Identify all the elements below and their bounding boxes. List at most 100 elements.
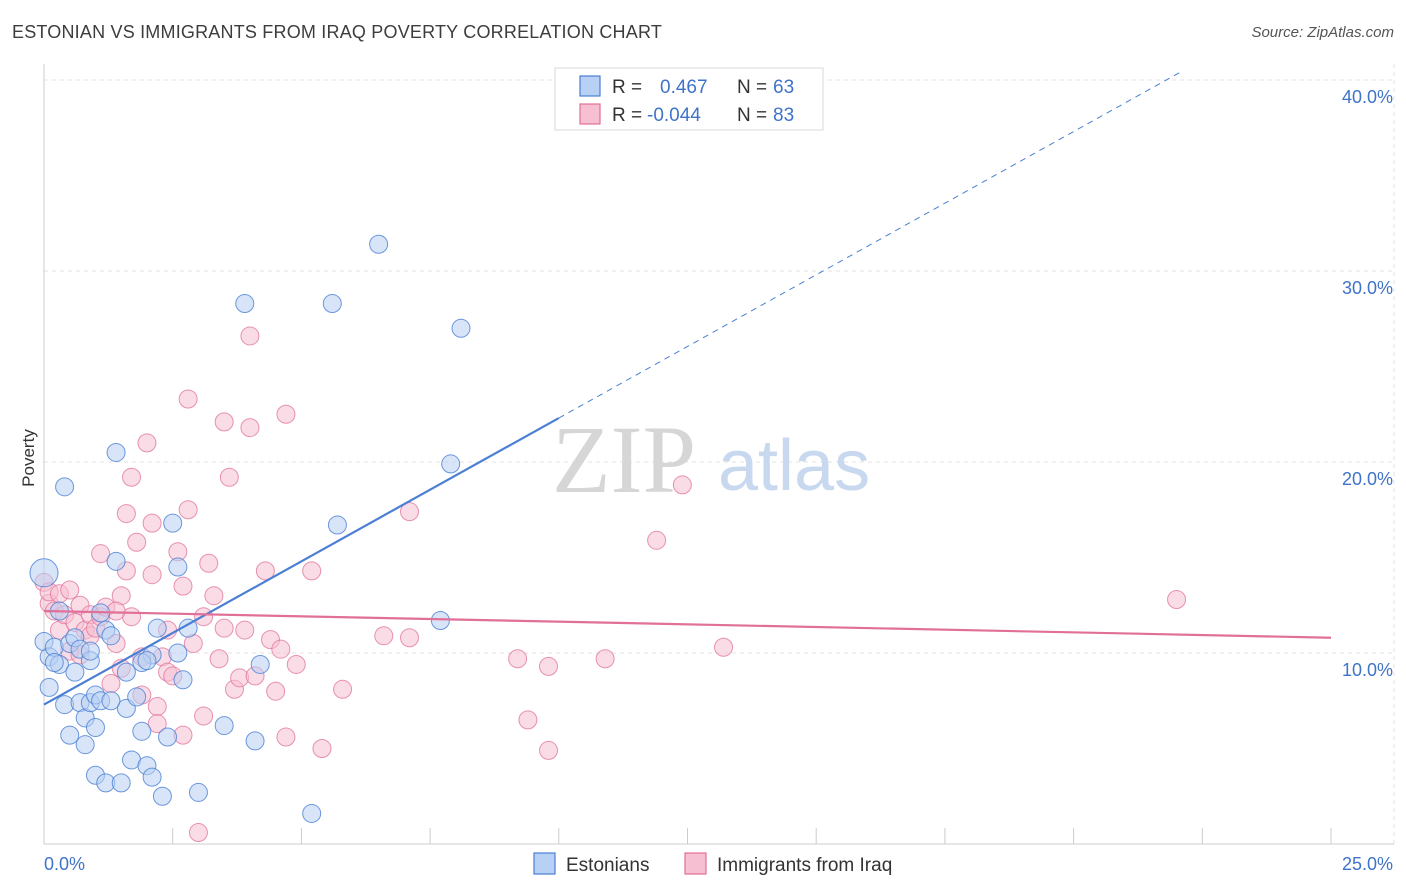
y-tick-label-3: 40.0%: [1342, 87, 1393, 107]
point-estonians-58: [44, 653, 64, 673]
point-estonians-43: [173, 670, 193, 690]
point-iraq-75: [595, 649, 615, 669]
point-estonians-39: [158, 727, 178, 747]
series-estonians: [29, 234, 471, 823]
point-iraq-65: [302, 561, 322, 581]
point-estonians-37: [147, 618, 167, 638]
point-estonians-35: [142, 767, 162, 787]
y-tick-label-0: 10.0%: [1342, 660, 1393, 680]
x-tick-label-0: 0.0%: [44, 854, 85, 874]
point-iraq-62: [276, 727, 296, 747]
point-iraq-31: [142, 565, 162, 585]
point-iraq-61: [271, 639, 291, 659]
legend-r-label-1: R =: [612, 77, 642, 98]
legend-swatch-estonians: [579, 75, 601, 97]
point-iraq-50: [214, 618, 234, 638]
point-iraq-19: [101, 674, 121, 694]
point-iraq-48: [209, 649, 229, 669]
point-iraq-73: [539, 656, 559, 676]
watermark-atlas: atlas: [718, 426, 870, 506]
point-iraq-76: [647, 530, 667, 550]
legend-n-label-2: N =: [737, 105, 767, 126]
y-tick-label-2: 30.0%: [1342, 278, 1393, 298]
y-tick-label-1: 20.0%: [1342, 469, 1393, 489]
point-estonians-57: [85, 717, 105, 737]
point-estonians-38: [152, 786, 172, 806]
point-estonians-0: [29, 558, 59, 588]
legend-n-label-1: N =: [737, 77, 767, 98]
point-estonians-49: [250, 654, 270, 674]
point-iraq-25: [122, 467, 142, 487]
point-iraq-56: [240, 418, 260, 438]
trend-iraq: [43, 609, 1332, 639]
point-iraq-30: [137, 433, 157, 453]
point-estonians-45: [188, 782, 208, 802]
x-tick-label-1: 25.0%: [1342, 854, 1393, 874]
point-iraq-40: [173, 576, 193, 596]
point-iraq-77: [672, 475, 692, 495]
point-estonians-40: [163, 513, 183, 533]
series-legend: Estonians Immigrants from Iraq: [533, 852, 892, 876]
series-immigrants-from-iraq: [34, 326, 1187, 843]
point-estonians-51: [322, 293, 342, 313]
point-iraq-55: [240, 326, 260, 346]
legend-swatch-iraq: [579, 103, 601, 125]
legend-n-value-1: 63: [773, 77, 794, 98]
point-iraq-47: [204, 586, 224, 606]
point-iraq-70: [400, 502, 420, 522]
point-iraq-32: [142, 513, 162, 533]
point-iraq-60: [266, 681, 286, 701]
trend-estonians-dashed: [558, 70, 1184, 419]
bottom-legend-swatch-iraq: [684, 852, 707, 875]
point-estonians-62: [101, 691, 121, 711]
tick-labels: 10.0% 20.0% 30.0% 40.0% 0.0% 25.0%: [44, 87, 1393, 874]
y-axis-label: Poverty: [19, 429, 38, 487]
point-iraq-24: [116, 504, 136, 524]
point-estonians-8: [55, 477, 75, 497]
point-estonians-52: [327, 515, 347, 535]
point-estonians-54: [430, 611, 450, 631]
point-iraq-58: [255, 561, 275, 581]
point-estonians-11: [65, 662, 85, 682]
point-iraq-80: [188, 823, 208, 843]
point-iraq-78: [714, 637, 734, 657]
point-estonians-3: [39, 677, 59, 697]
point-estonians-30: [116, 662, 136, 682]
point-estonians-27: [106, 551, 126, 571]
source-label: Source: ZipAtlas.com: [1251, 24, 1394, 41]
point-iraq-46: [199, 553, 219, 573]
point-estonians-56: [451, 318, 471, 338]
point-estonians-26: [106, 442, 126, 462]
point-iraq-27: [127, 532, 147, 552]
chart-title: ESTONIAN VS IMMIGRANTS FROM IRAQ POVERTY…: [12, 22, 663, 42]
point-iraq-71: [508, 649, 528, 669]
point-iraq-72: [518, 710, 538, 730]
point-iraq-54: [235, 620, 255, 640]
point-estonians-55: [441, 454, 461, 474]
legend-r-label-2: R =: [612, 105, 642, 126]
point-estonians-33: [132, 721, 152, 741]
point-iraq-7: [60, 580, 80, 600]
bottom-legend-swatch-estonians: [533, 852, 556, 875]
point-iraq-34: [147, 714, 167, 734]
point-iraq-68: [374, 626, 394, 646]
point-estonians-60: [80, 641, 100, 661]
trend-estonians-solid: [43, 417, 560, 706]
point-estonians-41: [168, 643, 188, 663]
bottom-legend-label-estonians: Estonians: [566, 855, 649, 876]
point-iraq-42: [178, 389, 198, 409]
legend-r-value-1: 0.467: [660, 77, 708, 98]
point-iraq-63: [276, 404, 296, 424]
point-estonians-50: [302, 803, 322, 823]
point-iraq-33: [147, 696, 167, 716]
point-estonians-42: [168, 557, 188, 577]
point-iraq-51: [219, 467, 239, 487]
bottom-legend-label-iraq: Immigrants from Iraq: [717, 855, 892, 876]
point-iraq-49: [214, 412, 234, 432]
correlation-legend: R = 0.467 N = 63 R = -0.044 N = 83: [554, 67, 824, 131]
watermark: ZIP atlas: [552, 406, 870, 513]
point-estonians-16: [75, 735, 95, 755]
point-iraq-69: [400, 628, 420, 648]
point-iraq-41: [178, 500, 198, 520]
